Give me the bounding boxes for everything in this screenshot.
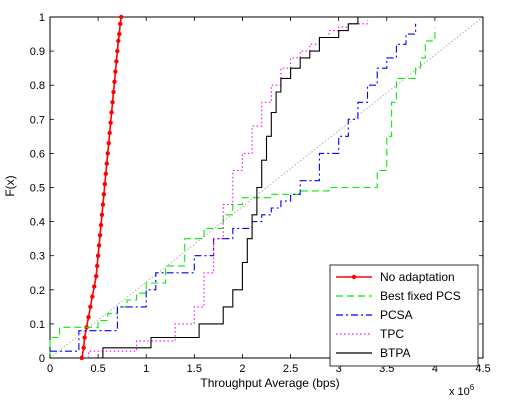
y-tick-label: 1 [39, 12, 45, 24]
series-point-no-adaptation [79, 355, 84, 361]
series-point-no-adaptation [115, 48, 120, 54]
series-point-no-adaptation [93, 273, 99, 279]
x-multiplier-label: x 106 [449, 383, 475, 398]
legend: No adaptation Best fixed PCS PCSA TPC BTPA [329, 264, 479, 367]
x-tick-label: 4.5 [475, 363, 490, 375]
series-point-no-adaptation [118, 21, 123, 27]
series-point-no-adaptation [112, 79, 117, 84]
legend-label-best-fixed-pcs: Best fixed PCS [380, 289, 461, 303]
series-point-no-adaptation [113, 69, 118, 74]
y-tick-label: 0.9 [30, 46, 45, 58]
series-point-no-adaptation [103, 171, 109, 177]
series-point-no-adaptation [110, 100, 115, 105]
y-tick-label: 0.7 [30, 114, 45, 126]
series-point-no-adaptation [97, 233, 103, 238]
x-tick-label: 4 [432, 363, 438, 375]
series-line-tpc [87, 20, 369, 358]
series-point-no-adaptation [111, 89, 116, 95]
series-point-no-adaptation [102, 181, 108, 187]
y-tick-label: 0.3 [30, 251, 45, 263]
series-point-no-adaptation [114, 59, 119, 64]
x-tick-label: 1.5 [187, 363, 202, 375]
y-axis-label: F(x) [3, 175, 17, 196]
series-point-no-adaptation [109, 110, 114, 115]
series-point-no-adaptation [106, 140, 111, 146]
series-point-no-adaptation [88, 304, 93, 310]
series-line-btpa [102, 17, 359, 358]
series-point-no-adaptation [94, 263, 100, 269]
legend-label-no-adaptation: No adaptation [380, 270, 455, 284]
x-tick-label: 1 [143, 363, 149, 375]
series-tpc [87, 20, 369, 358]
series-point-no-adaptation [100, 202, 106, 207]
series-point-no-adaptation [86, 314, 91, 320]
y-tick-label: 0.5 [30, 183, 45, 195]
reference-diagonal [49, 16, 484, 359]
series-point-no-adaptation [95, 253, 101, 258]
x-multiplier-exp: 6 [470, 383, 475, 392]
series-point-no-adaptation [117, 31, 122, 37]
x-tick-label: 3 [336, 363, 342, 375]
y-tick-label: 0.2 [30, 285, 45, 297]
x-tick-label: 2.5 [283, 363, 298, 375]
legend-label-btpa: BTPA [380, 346, 410, 360]
series-layer [49, 14, 436, 361]
x-multiplier-base: x 10 [449, 386, 470, 398]
series-point-no-adaptation [81, 345, 86, 350]
series-point-no-adaptation [92, 284, 97, 289]
series-point-no-adaptation [108, 120, 113, 125]
axis-ticks: 0 0.5 1 1.5 2 2.5 3 3.5 4 4.500.10.20.30.40.50.60… [30, 12, 491, 375]
x-tick-label: 0 [47, 363, 53, 375]
series-btpa [102, 17, 359, 358]
legend-box [329, 264, 479, 367]
legend-marker-no-adaptation [351, 274, 357, 280]
y-tick-label: 0.4 [30, 217, 45, 229]
legend-label-pcsa: PCSA [380, 308, 413, 322]
series-point-no-adaptation [99, 212, 105, 217]
series-point-no-adaptation [90, 294, 95, 299]
series-point-no-adaptation [101, 192, 107, 197]
x-axis-label: Throughput Average (bps) [200, 376, 339, 390]
series-point-no-adaptation [96, 243, 102, 248]
series-point-no-adaptation [82, 335, 87, 340]
series-point-no-adaptation [105, 151, 110, 156]
series-point-no-adaptation [98, 222, 104, 228]
x-tick-label: 0.5 [90, 363, 105, 375]
y-tick-label: 0.8 [30, 80, 45, 92]
series-point-no-adaptation [107, 130, 112, 136]
reference-line [49, 16, 484, 359]
y-tick-label: 0.1 [30, 319, 45, 331]
series-point-no-adaptation [119, 14, 124, 20]
y-tick-label: 0.6 [30, 148, 45, 160]
legend-label-tpc: TPC [380, 327, 404, 341]
series-point-no-adaptation [104, 161, 109, 166]
y-tick-label: 0 [39, 353, 45, 365]
series-pcsa [50, 23, 417, 352]
series-point-no-adaptation [116, 38, 121, 44]
series-line-pcsa [50, 23, 417, 352]
x-tick-label: 2 [239, 363, 245, 375]
